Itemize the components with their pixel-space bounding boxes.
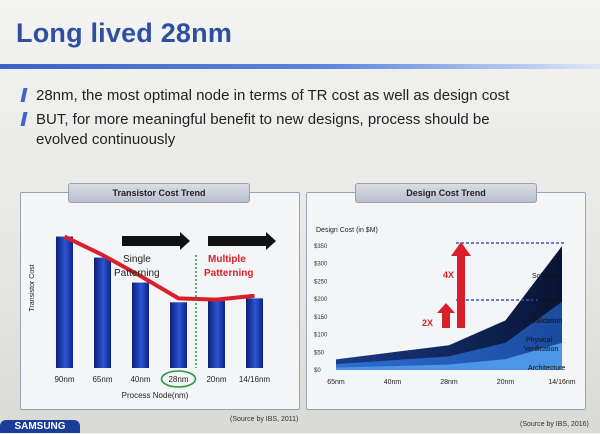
x-tick-65nm: 65nm [327, 379, 345, 386]
transistor-cost-chart: Transistor Cost Single Patterning Multip… [29, 232, 276, 400]
annotation-single: Single Patterning [114, 254, 160, 279]
area-architecture [336, 342, 562, 370]
annotation-4x: 4X [443, 270, 454, 280]
x-tick-14/16nm: 14/16nm [548, 379, 575, 386]
y-tick: $100 [314, 333, 328, 339]
x-tick-40nm: 40nm [130, 375, 150, 384]
bar-65nm [94, 257, 111, 368]
design-cost-title: Design Cost Trend [355, 183, 537, 203]
layer-label-software: Software [532, 273, 560, 280]
bullet-2-text-cont: evolved continuously [36, 131, 176, 148]
x-tick-28nm: 28nm [168, 375, 188, 384]
y-axis-label: Design Cost (in $M) [316, 227, 378, 234]
layer-label-prototype: Prototype [532, 297, 562, 304]
arrow-4x-icon [451, 242, 471, 328]
highlight-28nm-icon [160, 370, 197, 388]
multiple-patterning-arrow-head-icon [266, 232, 276, 250]
multiple-patterning-arrow-icon [208, 236, 266, 246]
bullet-marker-icon [20, 88, 28, 102]
source-left: (Source by IBS, 2011) [230, 416, 299, 423]
x-axis-label: Process Node(nm) [122, 391, 189, 400]
layer-label-physical: Physical Verification [524, 337, 558, 353]
bullet-1-text: 28nm, the most optimal node in terms of … [36, 87, 510, 104]
annotation-2x: 2X [422, 318, 433, 328]
x-tick-40nm: 40nm [384, 379, 402, 386]
x-tick-28nm: 28nm [440, 379, 458, 386]
y-tick: $300 [314, 262, 328, 268]
arrow-2x-icon [437, 303, 455, 328]
area-software [336, 246, 562, 370]
slide-title: Long lived 28nm [16, 18, 233, 48]
bar-90nm [56, 236, 73, 368]
samsung-logo: SAMSUNG [0, 420, 80, 433]
single-patterning-arrow-head-icon [180, 232, 190, 250]
x-tick-90nm: 90nm [54, 375, 74, 384]
area-validation [336, 301, 562, 370]
y-tick: $350 [314, 244, 328, 250]
y-tick: $200 [314, 297, 328, 303]
title-divider [0, 64, 600, 69]
layer-label-validation: Validation [532, 318, 562, 325]
x-tick-20nm: 20nm [497, 379, 515, 386]
source-right: (Source by IBS, 2016) [520, 421, 589, 428]
design-cost-chart: Design Cost (in $M) $0 $50 $100 $150 $200 $25… [314, 227, 576, 386]
y-axis-label: Transistor Cost [29, 264, 36, 311]
bar-28nm [170, 302, 187, 368]
layer-label-architecture: Architecture [528, 365, 565, 372]
bullet-2-text: BUT, for more meaningful benefit to new … [36, 111, 490, 128]
x-tick-14/16nm: 14/16nm [239, 375, 270, 384]
bar-40nm [132, 282, 149, 368]
bar-14/16nm [246, 298, 263, 368]
y-tick: $50 [314, 350, 325, 356]
y-tick: $0 [314, 368, 321, 374]
transistor-cost-title: Transistor Cost Trend [68, 183, 250, 203]
bullet-marker-icon [20, 112, 28, 126]
y-tick: $150 [314, 315, 328, 321]
single-patterning-arrow-icon [122, 236, 180, 246]
trend-line [63, 234, 255, 302]
x-tick-20nm: 20nm [206, 375, 226, 384]
y-tick: $250 [314, 279, 328, 285]
bar-20nm [208, 300, 225, 368]
annotation-multiple: Multiple Patterning [204, 254, 253, 279]
x-tick-65nm: 65nm [92, 375, 112, 384]
annotation-single-line2: Patterning [114, 268, 160, 279]
annotation-single-line1: Single [123, 254, 151, 265]
